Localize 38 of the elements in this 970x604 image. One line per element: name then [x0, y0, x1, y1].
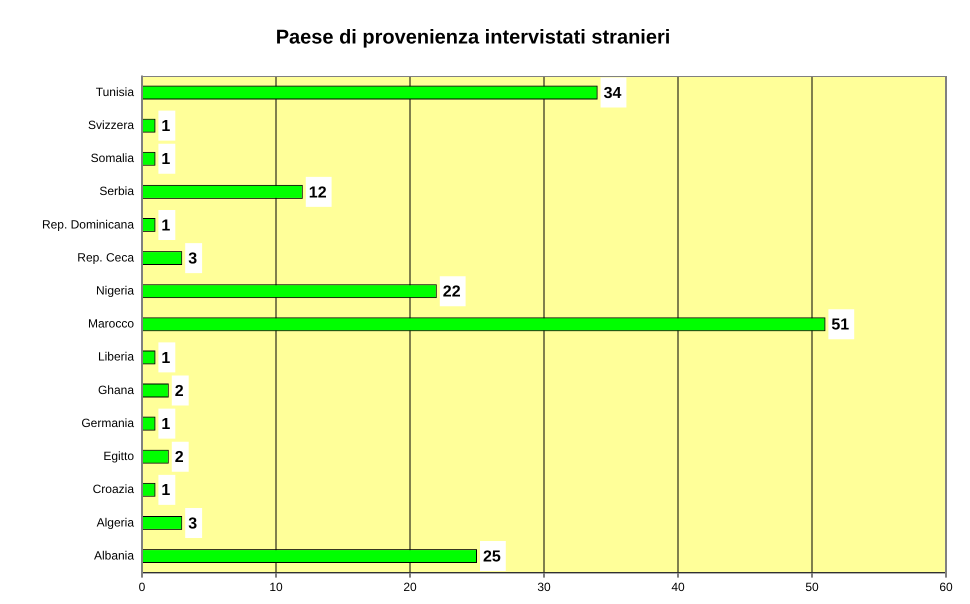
y-tick-label: Svizzera	[88, 118, 134, 132]
x-tick-label: 60	[939, 580, 953, 594]
x-tick-label: 40	[671, 580, 685, 594]
data-label: 22	[442, 284, 461, 301]
y-tick-label: Algeria	[96, 515, 134, 530]
y-tick-label: Liberia	[98, 350, 134, 364]
data-label: 1	[161, 350, 170, 367]
x-tick-label: 50	[805, 580, 819, 594]
data-label: 25	[483, 548, 501, 566]
y-tick-label: Somalia	[90, 151, 134, 166]
x-tick-label: 20	[403, 580, 417, 594]
data-label: 3	[188, 250, 198, 268]
y-tick-label: Germania	[81, 416, 134, 430]
data-label: 34	[604, 84, 622, 102]
data-label: 1	[161, 416, 170, 434]
y-tick-label: Rep. Dominicana	[42, 217, 134, 232]
x-tick-label: 10	[269, 580, 283, 594]
data-label: 1	[161, 151, 170, 168]
y-tick-label: Rep. Ceca	[77, 250, 134, 264]
x-tick-label: 0	[138, 580, 146, 594]
data-label: 12	[308, 184, 327, 202]
y-tick-label: Marocco	[88, 316, 134, 331]
y-tick-label: Ghana	[98, 382, 134, 397]
data-label: 2	[174, 382, 184, 400]
data-label: 2	[174, 449, 184, 466]
data-label: 1	[161, 217, 170, 234]
y-tick-label: Nigeria	[96, 284, 134, 298]
data-label: 3	[188, 515, 198, 532]
data-label: 1	[161, 482, 170, 500]
y-tick-label: Egitto	[103, 449, 134, 464]
data-label: 51	[831, 316, 850, 334]
x-tick-label: 30	[537, 580, 551, 594]
data-label: 1	[161, 118, 170, 136]
y-tick-label: Croazia	[92, 482, 134, 496]
y-tick-label: Serbia	[99, 184, 134, 198]
chart-title: Paese di provenienza intervistati stranieri	[276, 26, 670, 49]
y-tick-label: Albania	[94, 548, 134, 562]
y-tick-label: Tunisia	[96, 84, 134, 99]
